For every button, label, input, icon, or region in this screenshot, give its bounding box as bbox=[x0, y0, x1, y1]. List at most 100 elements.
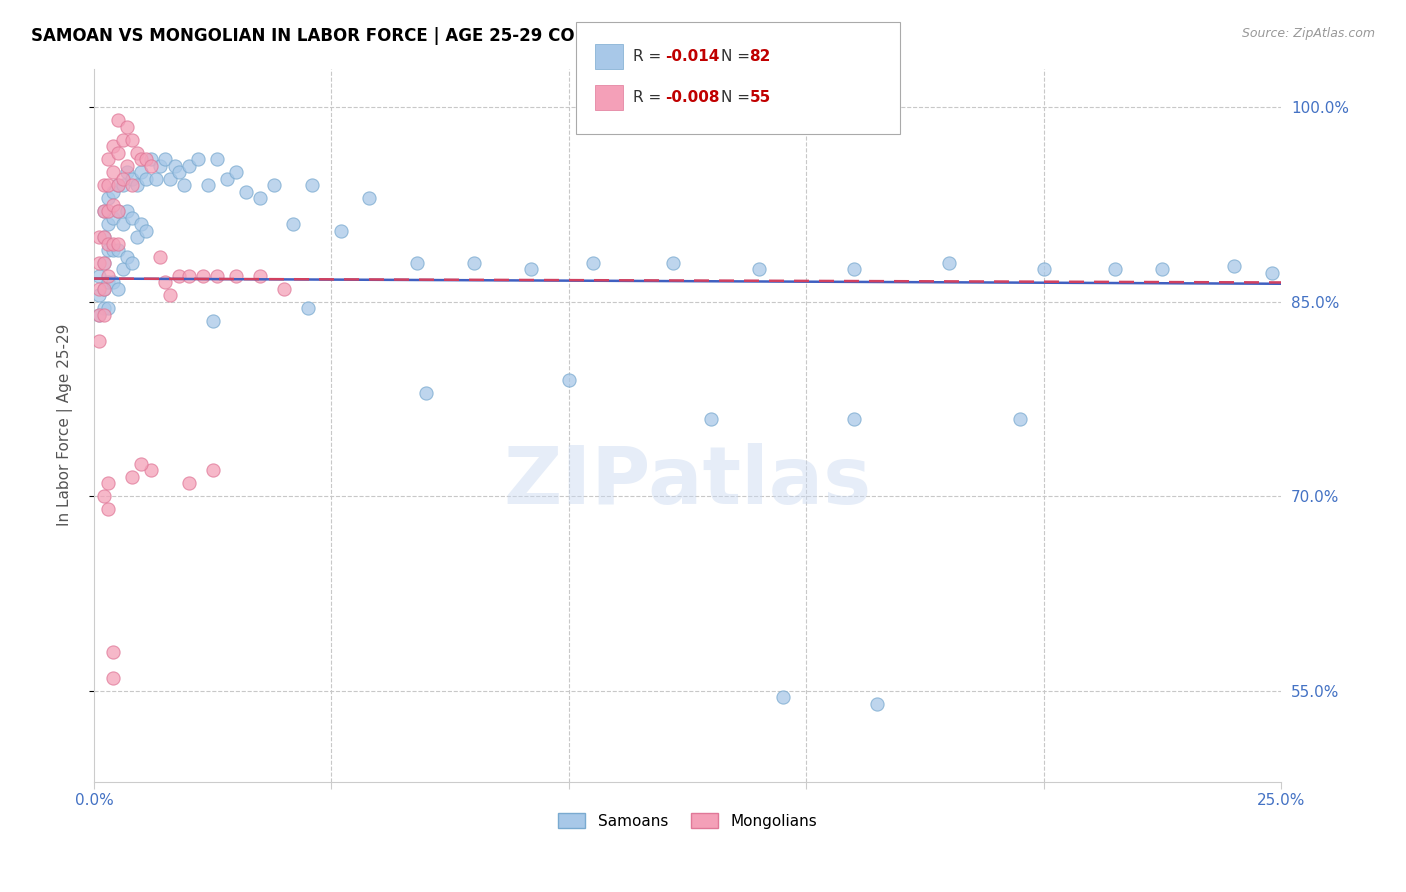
Point bbox=[107, 113, 129, 128]
Point bbox=[107, 178, 129, 193]
Point bbox=[87, 308, 110, 322]
Point bbox=[197, 178, 219, 193]
Point bbox=[938, 256, 960, 270]
Point bbox=[406, 256, 429, 270]
Point bbox=[121, 256, 143, 270]
Point bbox=[93, 204, 115, 219]
Point bbox=[139, 159, 162, 173]
Point bbox=[842, 262, 865, 277]
Point bbox=[101, 236, 124, 251]
Text: ZIPatlas: ZIPatlas bbox=[503, 443, 872, 521]
Point bbox=[177, 476, 200, 491]
Point bbox=[93, 282, 115, 296]
Point bbox=[107, 204, 129, 219]
Y-axis label: In Labor Force | Age 25-29: In Labor Force | Age 25-29 bbox=[58, 324, 73, 526]
Point bbox=[97, 301, 120, 316]
Point bbox=[125, 145, 148, 160]
Point bbox=[163, 159, 186, 173]
Point bbox=[87, 334, 110, 348]
Point bbox=[125, 230, 148, 244]
Point bbox=[135, 224, 157, 238]
Point bbox=[117, 159, 139, 173]
Text: SAMOAN VS MONGOLIAN IN LABOR FORCE | AGE 25-29 CORRELATION CHART: SAMOAN VS MONGOLIAN IN LABOR FORCE | AGE… bbox=[31, 27, 748, 45]
Point bbox=[107, 178, 129, 193]
Point bbox=[249, 191, 271, 205]
Point bbox=[842, 411, 865, 425]
Point bbox=[297, 301, 319, 316]
Point bbox=[93, 178, 115, 193]
Point bbox=[111, 133, 134, 147]
Point bbox=[772, 690, 794, 705]
Point bbox=[101, 671, 124, 685]
Point bbox=[121, 211, 143, 225]
Point bbox=[201, 463, 224, 477]
Point bbox=[117, 165, 139, 179]
Point bbox=[87, 308, 110, 322]
Point bbox=[101, 197, 124, 211]
Point bbox=[155, 276, 177, 290]
Point bbox=[263, 178, 285, 193]
Point bbox=[193, 268, 215, 283]
Point bbox=[97, 178, 120, 193]
Point bbox=[87, 268, 110, 283]
Point bbox=[235, 185, 257, 199]
Point bbox=[662, 256, 685, 270]
Point bbox=[93, 490, 115, 504]
Point bbox=[101, 139, 124, 153]
Point bbox=[97, 476, 120, 491]
Point bbox=[93, 256, 115, 270]
Point bbox=[87, 230, 110, 244]
Point bbox=[207, 153, 229, 167]
Point bbox=[107, 243, 129, 257]
Point bbox=[111, 171, 134, 186]
Point bbox=[117, 204, 139, 219]
Point bbox=[159, 288, 181, 302]
Point bbox=[135, 153, 157, 167]
Point bbox=[131, 457, 153, 471]
Point bbox=[121, 133, 143, 147]
Point bbox=[117, 120, 139, 134]
Point bbox=[97, 191, 120, 205]
Point bbox=[177, 268, 200, 283]
Point bbox=[215, 171, 238, 186]
Point bbox=[111, 178, 134, 193]
Point bbox=[121, 178, 143, 193]
Point bbox=[1260, 266, 1282, 280]
Point bbox=[520, 262, 543, 277]
Point bbox=[101, 645, 124, 659]
Point bbox=[97, 243, 120, 257]
Point bbox=[301, 178, 323, 193]
Text: Source: ZipAtlas.com: Source: ZipAtlas.com bbox=[1241, 27, 1375, 40]
Point bbox=[107, 145, 129, 160]
Point bbox=[359, 191, 381, 205]
Point bbox=[149, 159, 172, 173]
Point bbox=[97, 236, 120, 251]
Point bbox=[201, 314, 224, 328]
Point bbox=[1032, 262, 1054, 277]
Point bbox=[107, 282, 129, 296]
Text: -0.014: -0.014 bbox=[665, 49, 720, 63]
Text: R =: R = bbox=[633, 90, 666, 104]
Point bbox=[97, 502, 120, 516]
Point bbox=[111, 217, 134, 231]
Point bbox=[101, 276, 124, 290]
Point bbox=[283, 217, 305, 231]
Point bbox=[93, 301, 115, 316]
Point bbox=[93, 230, 115, 244]
Point bbox=[149, 250, 172, 264]
Text: 82: 82 bbox=[749, 49, 770, 63]
Point bbox=[93, 230, 115, 244]
Point bbox=[131, 217, 153, 231]
Point bbox=[93, 282, 115, 296]
Point bbox=[131, 153, 153, 167]
Point bbox=[558, 373, 581, 387]
Point bbox=[225, 268, 247, 283]
Point bbox=[101, 243, 124, 257]
Point bbox=[145, 171, 167, 186]
Point bbox=[173, 178, 195, 193]
Text: N =: N = bbox=[721, 49, 755, 63]
Point bbox=[207, 268, 229, 283]
Point bbox=[139, 153, 162, 167]
Point bbox=[329, 224, 352, 238]
Legend: Samoans, Mongolians: Samoans, Mongolians bbox=[551, 806, 824, 835]
